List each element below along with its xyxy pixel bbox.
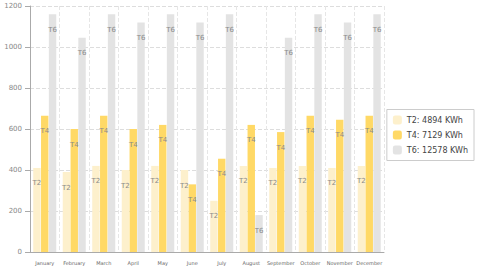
svg-text:T2: T2 bbox=[91, 177, 101, 185]
svg-text:T6: T6 bbox=[342, 34, 352, 42]
svg-text:T4: T4 bbox=[275, 144, 285, 152]
svg-text:T4: T4 bbox=[98, 127, 108, 135]
svg-text:December: December bbox=[356, 260, 383, 266]
svg-text:T4: 7129 KWh: T4: 7129 KWh bbox=[406, 131, 463, 140]
svg-text:T4: T4 bbox=[157, 136, 167, 144]
svg-text:T6: T6 bbox=[195, 34, 205, 42]
svg-text:June: June bbox=[186, 260, 198, 266]
svg-text:T4: T4 bbox=[334, 131, 344, 139]
svg-text:T6: T6 bbox=[136, 34, 146, 42]
svg-text:T4: T4 bbox=[69, 141, 79, 149]
svg-text:January: January bbox=[34, 260, 54, 267]
svg-text:T2: T2 bbox=[120, 182, 130, 190]
svg-text:T6: T6 bbox=[165, 26, 175, 34]
svg-text:T2: T2 bbox=[356, 177, 366, 185]
svg-text:April: April bbox=[128, 260, 139, 267]
svg-text:T2: T2 bbox=[209, 212, 219, 220]
svg-text:T6: 12578 KWh: T6: 12578 KWh bbox=[406, 146, 468, 155]
svg-text:T4: T4 bbox=[364, 127, 374, 135]
svg-text:T4: T4 bbox=[216, 170, 226, 178]
svg-text:T2: T2 bbox=[150, 177, 160, 185]
svg-text:T4: T4 bbox=[39, 127, 49, 135]
svg-text:T2: 4894 KWh: T2: 4894 KWh bbox=[406, 116, 463, 125]
svg-text:March: March bbox=[96, 260, 111, 266]
svg-text:T6: T6 bbox=[283, 49, 293, 57]
svg-text:T2: T2 bbox=[238, 177, 248, 185]
svg-text:600: 600 bbox=[9, 125, 22, 133]
svg-text:0: 0 bbox=[18, 248, 22, 256]
svg-text:T2: T2 bbox=[61, 184, 71, 192]
svg-text:T6: T6 bbox=[106, 26, 116, 34]
svg-text:800: 800 bbox=[9, 84, 22, 92]
svg-text:400: 400 bbox=[9, 166, 22, 174]
svg-text:T2: T2 bbox=[327, 179, 337, 187]
svg-text:T6: T6 bbox=[224, 26, 234, 34]
svg-text:September: September bbox=[267, 260, 296, 267]
svg-text:200: 200 bbox=[9, 207, 22, 215]
svg-text:T6: T6 bbox=[372, 26, 382, 34]
svg-text:T4: T4 bbox=[187, 196, 197, 204]
svg-text:November: November bbox=[327, 260, 354, 266]
svg-text:1000: 1000 bbox=[4, 43, 22, 51]
svg-text:August: August bbox=[243, 260, 261, 267]
svg-text:T4: T4 bbox=[128, 141, 138, 149]
svg-text:July: July bbox=[216, 260, 226, 267]
svg-text:T2: T2 bbox=[32, 179, 42, 187]
svg-text:T6: T6 bbox=[313, 26, 323, 34]
svg-text:February: February bbox=[63, 260, 85, 267]
svg-text:T6: T6 bbox=[47, 26, 57, 34]
svg-text:T2: T2 bbox=[179, 182, 189, 190]
svg-text:T4: T4 bbox=[305, 127, 315, 135]
svg-text:T4: T4 bbox=[246, 136, 256, 144]
svg-text:T6: T6 bbox=[77, 49, 87, 57]
svg-text:1200: 1200 bbox=[4, 2, 22, 10]
svg-text:T2: T2 bbox=[297, 177, 307, 185]
svg-text:October: October bbox=[300, 260, 321, 266]
svg-text:T6: T6 bbox=[254, 227, 264, 235]
svg-text:May: May bbox=[158, 260, 168, 267]
svg-text:T2: T2 bbox=[268, 179, 278, 187]
